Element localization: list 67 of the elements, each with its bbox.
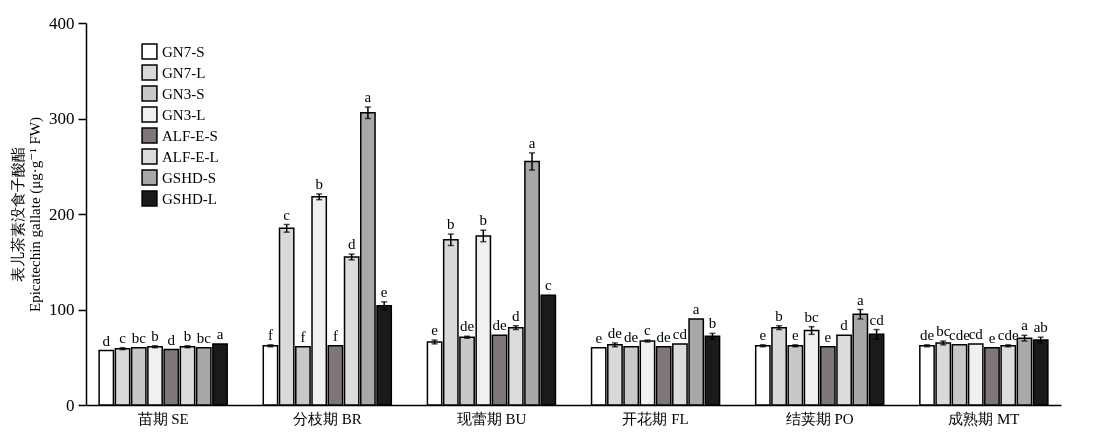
data-label: de [656,328,672,345]
data-label: de [492,317,507,334]
x-tick-label: 结荚期 PO [785,410,854,427]
data-label: b [447,216,455,233]
legend-label: ALF-E-L [162,148,219,165]
data-label: d [840,317,849,334]
data-label: e [595,329,603,346]
data-label: d [102,332,111,349]
data-label: b [315,175,323,192]
data-label: de [459,318,475,335]
data-label: de [624,328,639,345]
data-label: b [708,315,717,332]
data-label: d [512,307,521,324]
legend-label: GN7-L [162,64,206,81]
data-label: b [151,327,159,344]
y-tick-label: 400 [49,13,75,33]
data-label: e [824,328,832,345]
data-label: f [267,326,273,343]
data-label: b [183,327,192,344]
data-label: de [607,324,623,341]
data-label: bc [804,308,819,325]
y-tick-label: 200 [49,204,75,224]
data-label: a [528,134,536,151]
x-tick-label: 成熟期 MT [948,410,1020,427]
y-tick-label: 0 [66,395,75,415]
data-label: de [919,326,935,343]
data-label: e [759,326,767,343]
legend-label: GSHD-L [162,190,217,207]
data-label: a [692,301,700,318]
data-label: cd [968,325,984,342]
legend-label: GN3-S [162,85,205,102]
data-label: f [332,327,338,344]
data-label: cd [869,311,885,328]
data-label: c [644,322,652,339]
data-label: e [380,283,388,300]
data-label: bc [196,329,212,346]
data-label: e [792,326,799,343]
data-label: bc [131,329,147,346]
data-label: cde [949,326,971,343]
data-label: c [544,277,552,294]
data-label: a [1021,317,1029,334]
data-label: b [479,212,488,229]
legend-label: GN7-S [162,43,205,60]
x-tick-label: 苗期 SE [137,410,189,427]
data-label: e [431,322,439,339]
data-label: b [775,307,783,324]
data-label: cd [672,325,688,342]
y-tick-label: 100 [49,300,75,319]
data-label: d [347,236,356,253]
data-label: f [300,328,306,345]
data-label: a [856,291,864,308]
data-label: cde [997,326,1019,343]
data-label: d [167,331,176,348]
data-label: a [364,89,372,106]
x-tick-label: 现蕾期 BU [456,410,527,427]
legend-label: GN3-L [162,106,206,123]
legend-label: ALF-E-S [162,127,218,144]
legend-label: GSHD-S [162,169,217,186]
y-tick-label: 300 [49,109,75,128]
data-label: e [988,329,996,346]
data-label: a [216,325,224,342]
data-label: c [283,206,291,223]
y-axis-title: 表儿茶素没食子酸酯 Epicatechin gallate (μg·g⁻¹ FW) [10,117,44,312]
data-label: ab [1033,319,1048,336]
x-tick-label: 开花期 FL [622,410,689,427]
x-tick-label: 分枝期 BR [292,410,362,427]
data-label: c [119,329,127,346]
